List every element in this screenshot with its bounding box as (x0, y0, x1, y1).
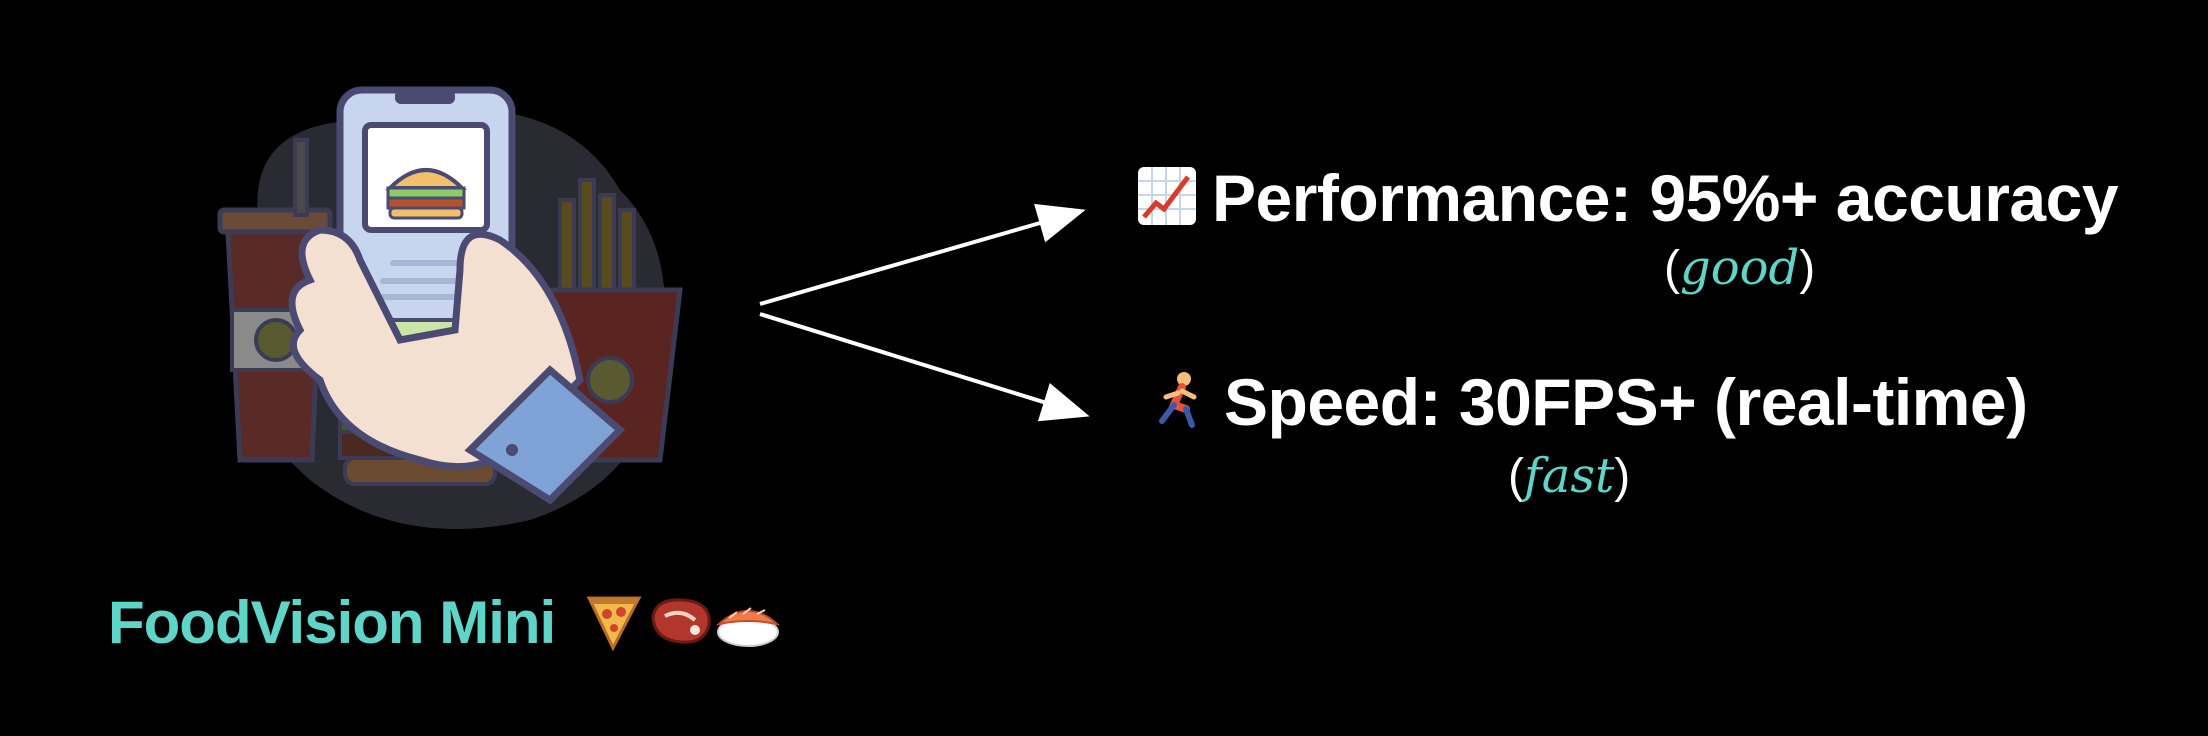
app-title-text: FoodVision Mini (108, 589, 556, 656)
performance-note-word: good (1679, 240, 1800, 296)
performance-note: (good) (1664, 240, 1815, 296)
chart-increasing-icon (1136, 165, 1198, 242)
foodvision-illustration (217, 86, 683, 529)
note-open-paren: ( (1508, 450, 1524, 503)
speed-note-word: fast (1523, 448, 1615, 504)
pizza-icon (586, 596, 642, 652)
food-emojis (583, 588, 783, 666)
steak-icon (651, 598, 711, 644)
app-title: FoodVision Mini (108, 588, 783, 666)
performance-metric: Performance: 95%+ accuracy (1136, 160, 2119, 242)
arrow-to-performance (759, 203, 1086, 306)
hand-icon (288, 226, 626, 505)
sushi-icon (715, 607, 781, 648)
note-close-paren: ) (1614, 450, 1631, 503)
speed-label: Speed: 30FPS+ (real-time) (1224, 365, 2028, 439)
runner-icon (1148, 369, 1210, 446)
note-close-paren: ) (1799, 242, 1816, 295)
arrow-to-speed (759, 312, 1090, 422)
speed-metric: Speed: 30FPS+ (real-time) (1148, 364, 2028, 446)
note-open-paren: ( (1664, 242, 1680, 295)
speed-note: (fast) (1508, 448, 1630, 504)
performance-label: Performance: 95%+ accuracy (1212, 161, 2119, 235)
